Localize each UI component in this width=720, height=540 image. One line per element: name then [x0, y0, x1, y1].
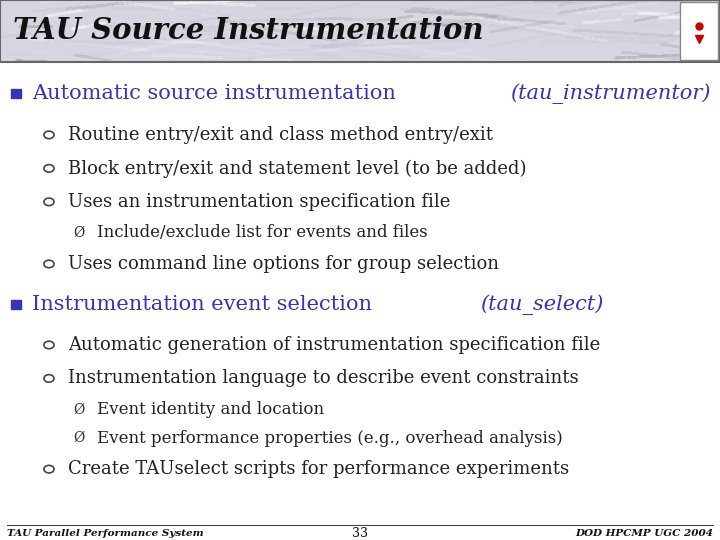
Text: Automatic source instrumentation: Automatic source instrumentation [32, 84, 403, 103]
Bar [12, 300, 20, 309]
Text: Routine entry/exit and class method entry/exit: Routine entry/exit and class method entr… [68, 126, 493, 144]
Text: Instrumentation language to describe event constraints: Instrumentation language to describe eve… [68, 369, 579, 387]
Bar [0, 0, 720, 62]
Bar [12, 89, 20, 98]
Text: Ø: Ø [73, 431, 85, 445]
Text: TAU Source Instrumentation: TAU Source Instrumentation [13, 17, 483, 45]
Text: (tau_select): (tau_select) [480, 294, 603, 315]
Text: Create TAUselect scripts for performance experiments: Create TAUselect scripts for performance… [68, 460, 570, 478]
Text: Uses command line options for group selection: Uses command line options for group sele… [68, 255, 500, 273]
Text: Uses an instrumentation specification file: Uses an instrumentation specification fi… [68, 193, 451, 211]
Text: Ø: Ø [73, 226, 85, 240]
Bar [680, 2, 718, 60]
Text: Event performance properties (e.g., overhead analysis): Event performance properties (e.g., over… [97, 430, 563, 447]
Text: Block entry/exit and statement level (to be added): Block entry/exit and statement level (to… [68, 159, 527, 178]
Text: (tau_instrumentor): (tau_instrumentor) [510, 83, 711, 104]
Text: Ø: Ø [73, 402, 85, 416]
Text: 33: 33 [352, 527, 368, 540]
Text: DOD HPCMP UGC 2004: DOD HPCMP UGC 2004 [575, 529, 713, 538]
Text: Automatic generation of instrumentation specification file: Automatic generation of instrumentation … [68, 336, 600, 354]
Text: Event identity and location: Event identity and location [97, 401, 324, 418]
Text: Include/exclude list for events and files: Include/exclude list for events and file… [97, 225, 428, 241]
Text: TAU Parallel Performance System: TAU Parallel Performance System [7, 529, 204, 538]
Text: Instrumentation event selection: Instrumentation event selection [32, 295, 379, 314]
